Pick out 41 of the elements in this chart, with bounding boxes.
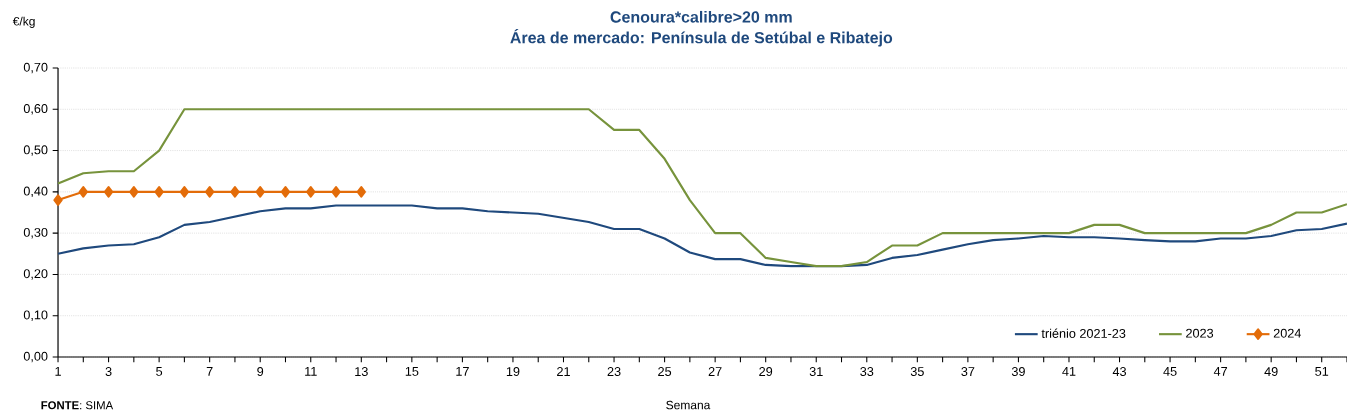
- x-tick-label: 35: [910, 367, 924, 376]
- x-tick-label: 41: [1062, 367, 1076, 376]
- x-tick-label: 23: [607, 367, 621, 376]
- x-tick-label: 47: [1213, 367, 1228, 376]
- y-tick-label: 0,30: [23, 227, 48, 239]
- x-tick-label: 21: [557, 367, 570, 376]
- x-tick-label: 25: [658, 367, 672, 376]
- x-tick-label: 5: [156, 367, 163, 376]
- chart-title: Cenoura*calibre>20 mm Área de mercado: Península de Setúbal e Ribatejo: [510, 10, 893, 47]
- x-tick-label: 43: [1112, 367, 1126, 376]
- x-tick-label: 9: [257, 367, 264, 376]
- x-tick-label: 45: [1163, 367, 1177, 376]
- x-tick-label: 1: [55, 367, 61, 376]
- x-tick-label: 17: [456, 367, 469, 376]
- x-tick-label: 3: [105, 367, 112, 376]
- x-tick-label: 27: [708, 367, 722, 376]
- x-tick-label: 15: [405, 367, 419, 376]
- x-tick-label: 33: [860, 367, 874, 376]
- y-tick-label: 0,40: [23, 186, 48, 198]
- x-tick-label: 49: [1264, 367, 1278, 376]
- x-tick-label: 51: [1315, 367, 1329, 376]
- x-axis-title: Semana: [666, 400, 711, 410]
- y-tick-label: 0,60: [23, 104, 48, 115]
- x-tick-label: 29: [759, 367, 773, 376]
- y-tick-label: 0,20: [23, 269, 48, 280]
- x-tick-label: 19: [506, 367, 520, 376]
- x-tick-label: 31: [809, 367, 823, 376]
- x-tick-label: 7: [206, 367, 213, 376]
- legend-label: 2024: [1273, 328, 1301, 338]
- y-tick-label: 0,00: [23, 351, 48, 363]
- x-tick-label: 37: [961, 367, 975, 376]
- x-tick-label: 13: [355, 367, 368, 376]
- legend-label: 2023: [1186, 328, 1214, 338]
- x-tick-label: 39: [1011, 367, 1025, 376]
- x-tick-label: 11: [305, 367, 317, 376]
- y-axis-title: €/kg: [12, 16, 35, 28]
- y-tick-label: 0,10: [23, 310, 48, 321]
- legend-label: triénio 2021-23: [1041, 328, 1126, 338]
- text: FONTE: SIMA: [41, 401, 114, 410]
- y-tick-label: 0,50: [23, 145, 48, 156]
- y-tick-label: 0,70: [23, 62, 48, 74]
